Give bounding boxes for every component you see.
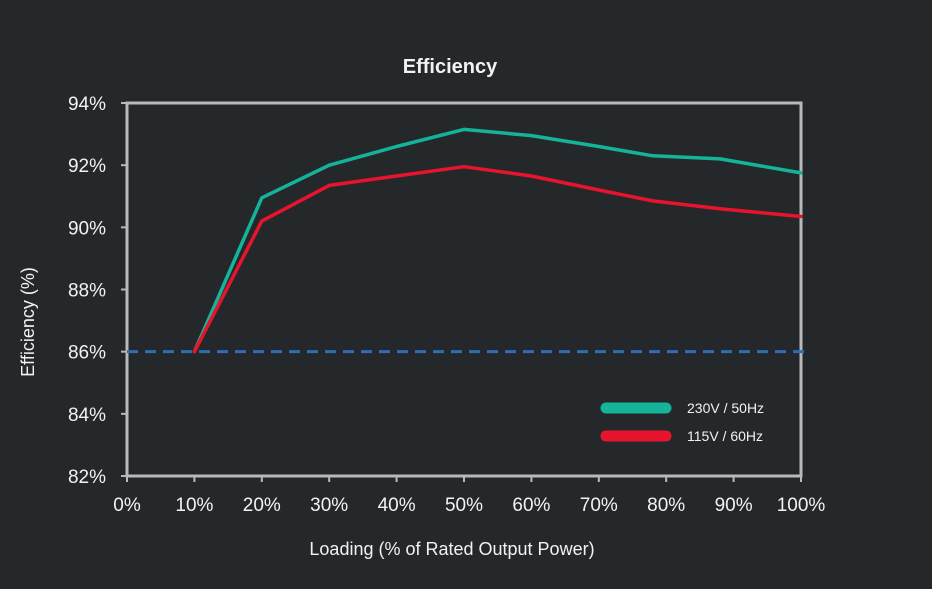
data-point-230v-50hz bbox=[462, 127, 466, 131]
chart-title: Efficiency bbox=[403, 56, 498, 78]
x-tick-label: 0% bbox=[113, 495, 141, 516]
x-tick-label: 50% bbox=[445, 495, 483, 516]
data-point-230v-50hz bbox=[799, 171, 803, 175]
data-point-230v-50hz bbox=[718, 157, 722, 161]
y-tick-label: 82% bbox=[68, 467, 106, 488]
data-point-230v-50hz bbox=[327, 163, 331, 167]
legend: 230V / 50Hz 115V / 60Hz bbox=[600, 400, 764, 444]
data-point-115v-60hz bbox=[260, 219, 264, 223]
data-point-230v-50hz bbox=[529, 134, 533, 138]
x-tick-label: 60% bbox=[512, 495, 550, 516]
x-tick-label: 80% bbox=[647, 495, 685, 516]
x-tick-label: 20% bbox=[243, 495, 281, 516]
y-tick-label: 84% bbox=[68, 405, 106, 426]
x-tick-label: 100% bbox=[777, 495, 826, 516]
y-tick-label: 92% bbox=[68, 156, 106, 177]
data-point-115v-60hz bbox=[597, 188, 601, 192]
y-tick-label: 86% bbox=[68, 343, 106, 364]
x-tick-label: 30% bbox=[310, 495, 348, 516]
data-point-230v-50hz bbox=[651, 154, 655, 158]
data-point-230v-50hz bbox=[597, 145, 601, 149]
x-tick-label: 10% bbox=[175, 495, 213, 516]
x-axis-label: Loading (% of Rated Output Power) bbox=[309, 539, 594, 559]
data-point-115v-60hz bbox=[799, 214, 803, 218]
data-point-115v-60hz bbox=[395, 174, 399, 178]
series-line-230v-50hz bbox=[192, 127, 803, 354]
y-tick-label: 90% bbox=[68, 218, 106, 239]
x-tick-label: 40% bbox=[378, 495, 416, 516]
legend-label-115v-60hz: 115V / 60Hz bbox=[687, 428, 763, 444]
x-tick-label: 70% bbox=[580, 495, 618, 516]
series-line-115v-60hz bbox=[192, 164, 803, 354]
y-tick-label: 88% bbox=[68, 281, 106, 302]
data-point-115v-60hz bbox=[327, 183, 331, 187]
data-point-115v-60hz bbox=[192, 350, 196, 354]
data-point-230v-50hz bbox=[260, 196, 264, 200]
data-point-115v-60hz bbox=[718, 207, 722, 211]
x-tick-label: 90% bbox=[715, 495, 753, 516]
y-axis-label: Efficiency (%) bbox=[18, 267, 38, 377]
data-point-115v-60hz bbox=[651, 199, 655, 203]
y-tick-label: 94% bbox=[68, 94, 106, 115]
data-point-115v-60hz bbox=[462, 165, 466, 169]
data-point-230v-50hz bbox=[395, 145, 399, 149]
legend-label-230v-50hz: 230V / 50Hz bbox=[687, 400, 764, 416]
data-point-115v-60hz bbox=[529, 174, 533, 178]
